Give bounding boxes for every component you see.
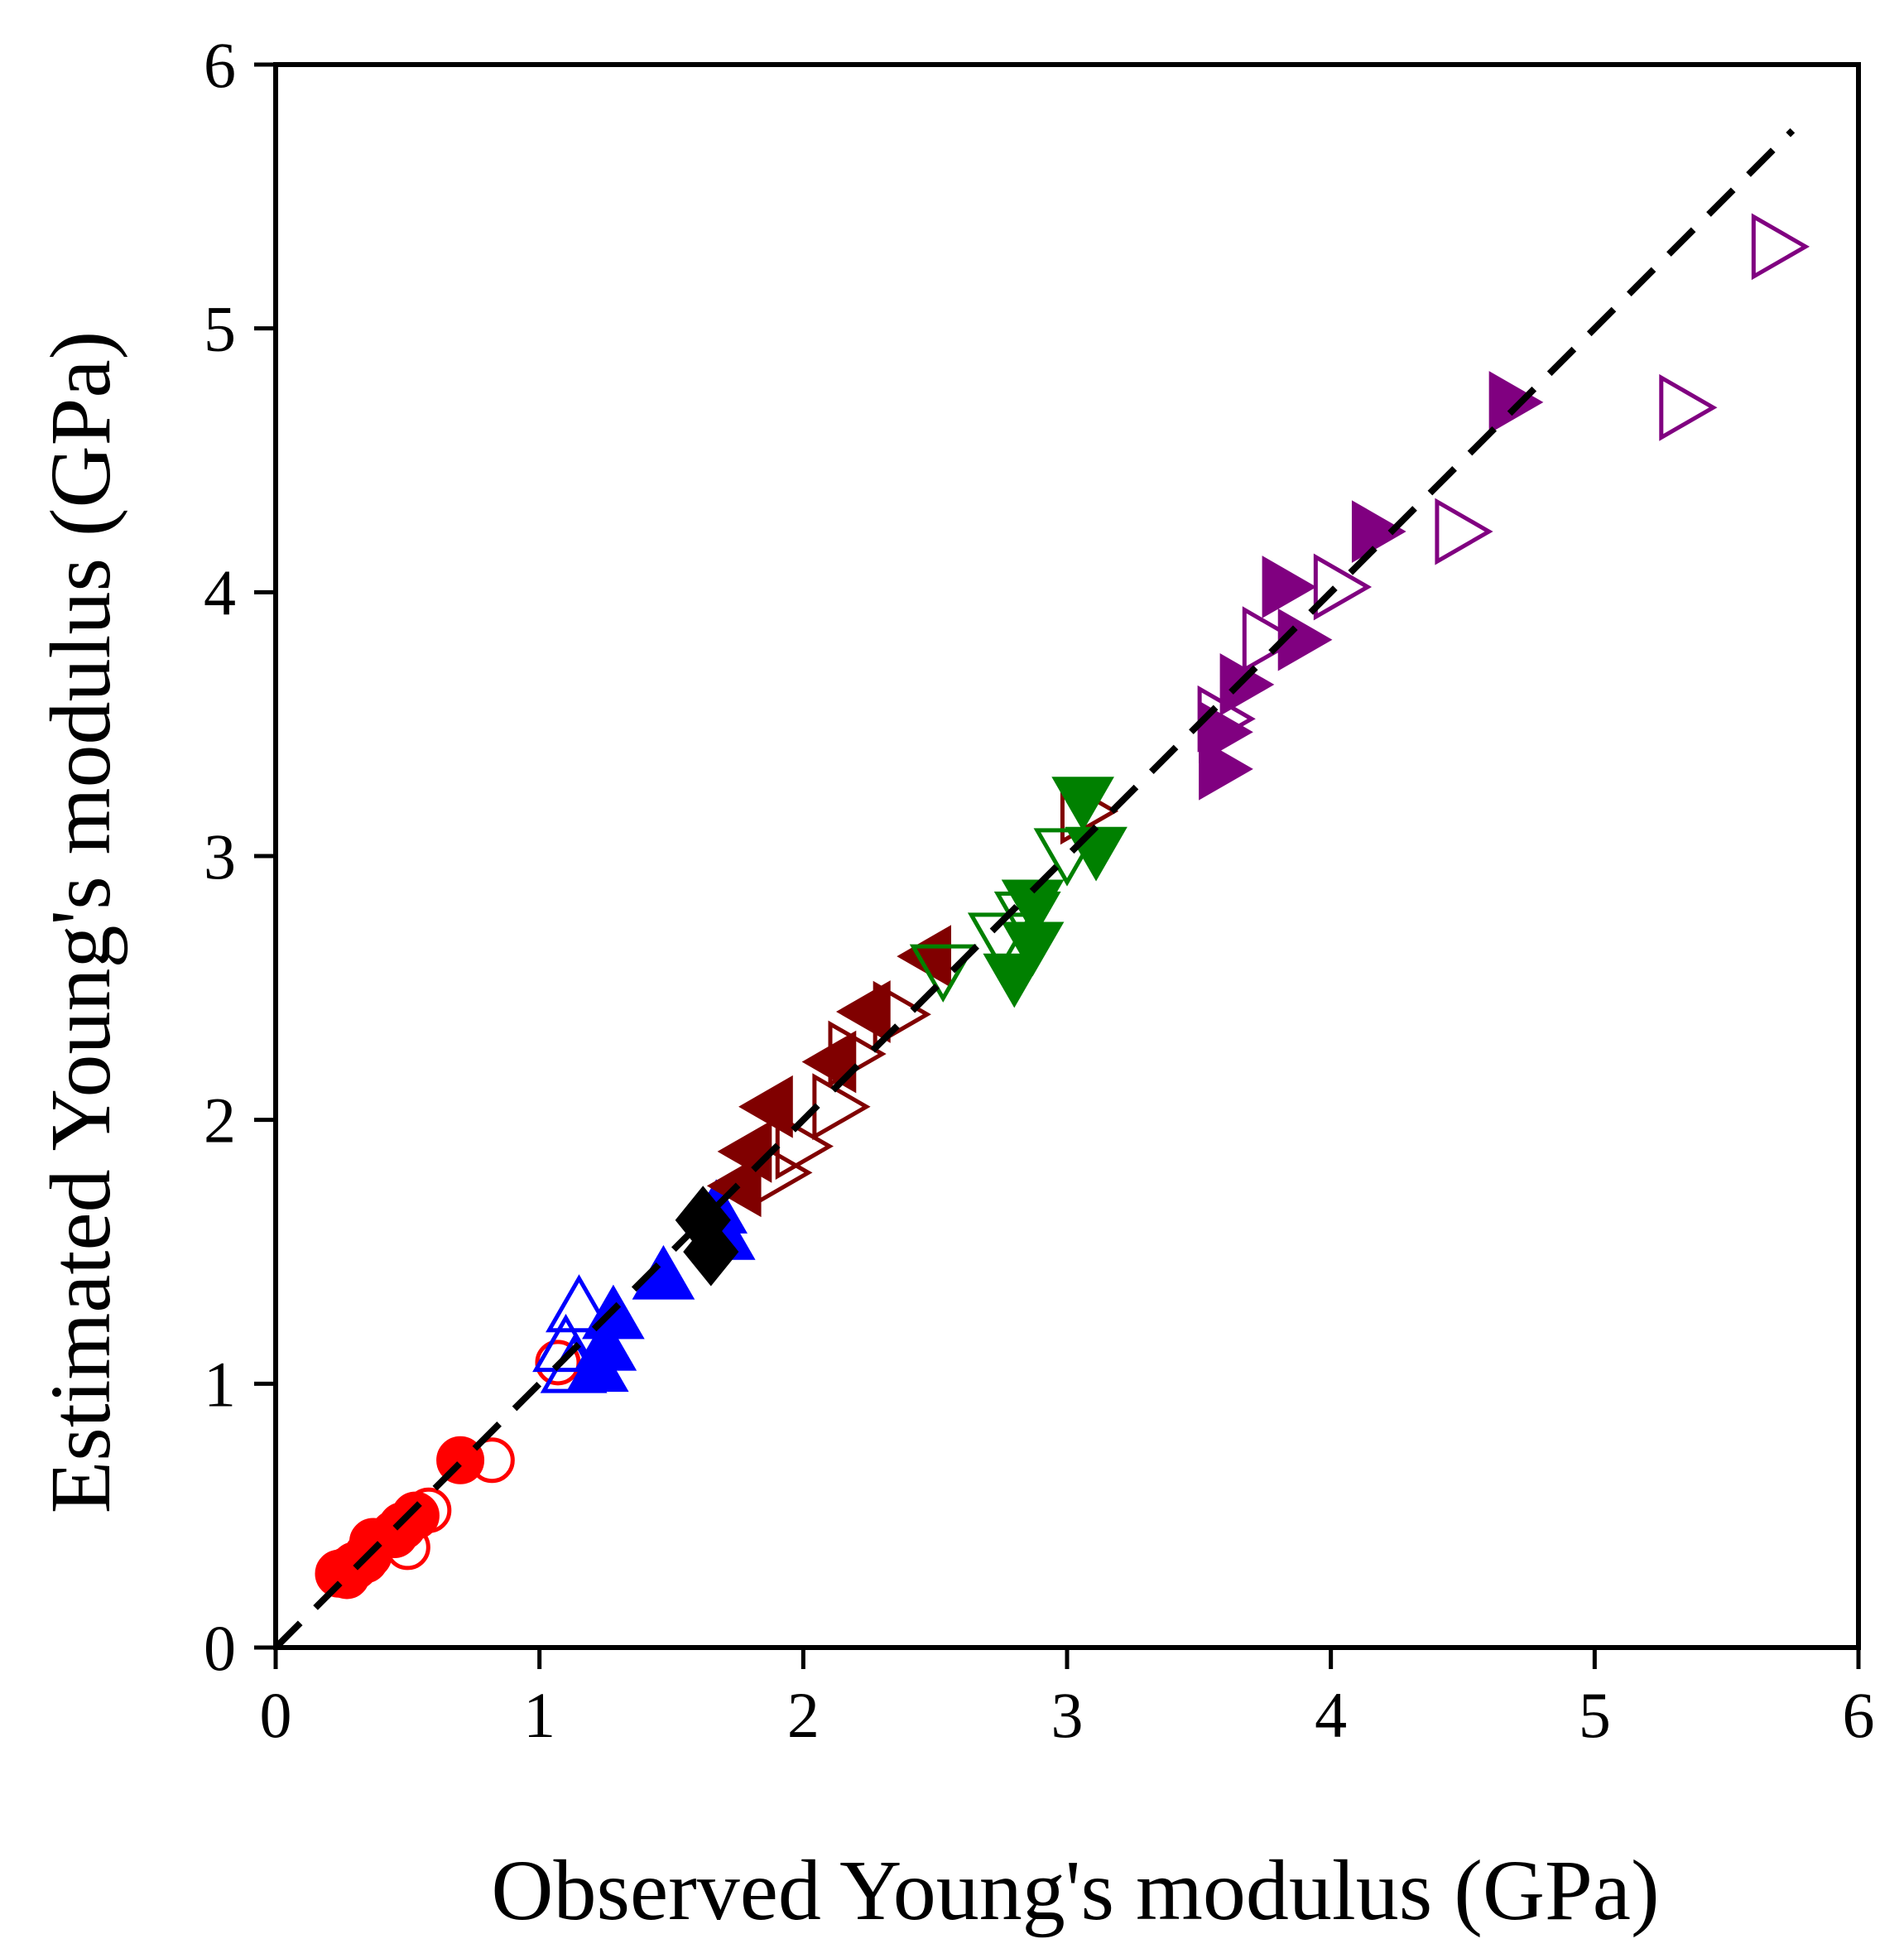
series-blue-filled — [565, 1179, 756, 1393]
series-red-open — [324, 1340, 581, 1600]
x-tick-label: 6 — [1843, 1679, 1875, 1751]
y-tick-label: 2 — [204, 1085, 236, 1157]
reference-line-1to1 — [273, 127, 1796, 1650]
data-point-darkred-open — [754, 1138, 813, 1206]
data-point-purple-open — [1242, 606, 1301, 674]
data-point-purple-filled — [1351, 500, 1406, 563]
y-axis-title: Estimated Young's modulus (GPa) — [33, 331, 128, 1514]
y-tick-label: 1 — [204, 1348, 236, 1420]
x-tick-label: 3 — [1051, 1679, 1084, 1751]
series-green-open — [909, 828, 1101, 1003]
x-axis-title: Observed Young's modulus (GPa) — [491, 1843, 1659, 1938]
data-point-purple-filled — [1488, 371, 1544, 434]
data-point-purple-filled — [1262, 556, 1317, 618]
series-purple-open — [1197, 213, 1810, 753]
x-tick-label: 5 — [1579, 1679, 1611, 1751]
data-point-green-open — [909, 944, 977, 1003]
data-marks — [315, 213, 1810, 1600]
data-point-purple-open — [1659, 373, 1718, 441]
data-point-blue-filled — [632, 1244, 695, 1300]
data-point-green-open — [1033, 828, 1101, 887]
y-tick-label: 4 — [204, 556, 236, 628]
y-tick-label: 3 — [204, 820, 236, 892]
data-point-red-open — [384, 1524, 430, 1571]
data-point-red-open — [469, 1437, 515, 1484]
data-point-black-filled — [683, 1217, 739, 1287]
data-point-blue-open — [546, 1274, 613, 1333]
axis-ticks: 0 1 2 3 4 5 6 0 1 2 3 4 5 6 — [204, 29, 1875, 1751]
x-tick-label: 1 — [523, 1679, 555, 1751]
y-tick-label: 6 — [204, 29, 236, 101]
x-tick-label: 0 — [260, 1679, 292, 1751]
data-point-red-open — [406, 1487, 452, 1533]
y-tick-label: 0 — [204, 1612, 236, 1684]
x-tick-label: 2 — [787, 1679, 820, 1751]
data-point-purple-open — [1435, 498, 1493, 565]
data-point-purple-open — [1751, 213, 1810, 281]
data-point-blue-open — [532, 1313, 599, 1373]
data-point-darkred-open — [873, 980, 931, 1048]
data-point-darkred-filled — [897, 925, 951, 988]
data-point-green-open — [993, 891, 1061, 950]
x-tick-label: 4 — [1315, 1679, 1347, 1751]
y-tick-label: 5 — [204, 293, 236, 365]
data-point-purple-open — [1313, 553, 1373, 621]
series-red-filled — [315, 1436, 485, 1598]
data-point-red-open — [342, 1537, 388, 1584]
data-point-green-open — [967, 912, 1035, 971]
data-point-green-filled — [1051, 777, 1114, 831]
data-point-red-open — [535, 1340, 581, 1386]
